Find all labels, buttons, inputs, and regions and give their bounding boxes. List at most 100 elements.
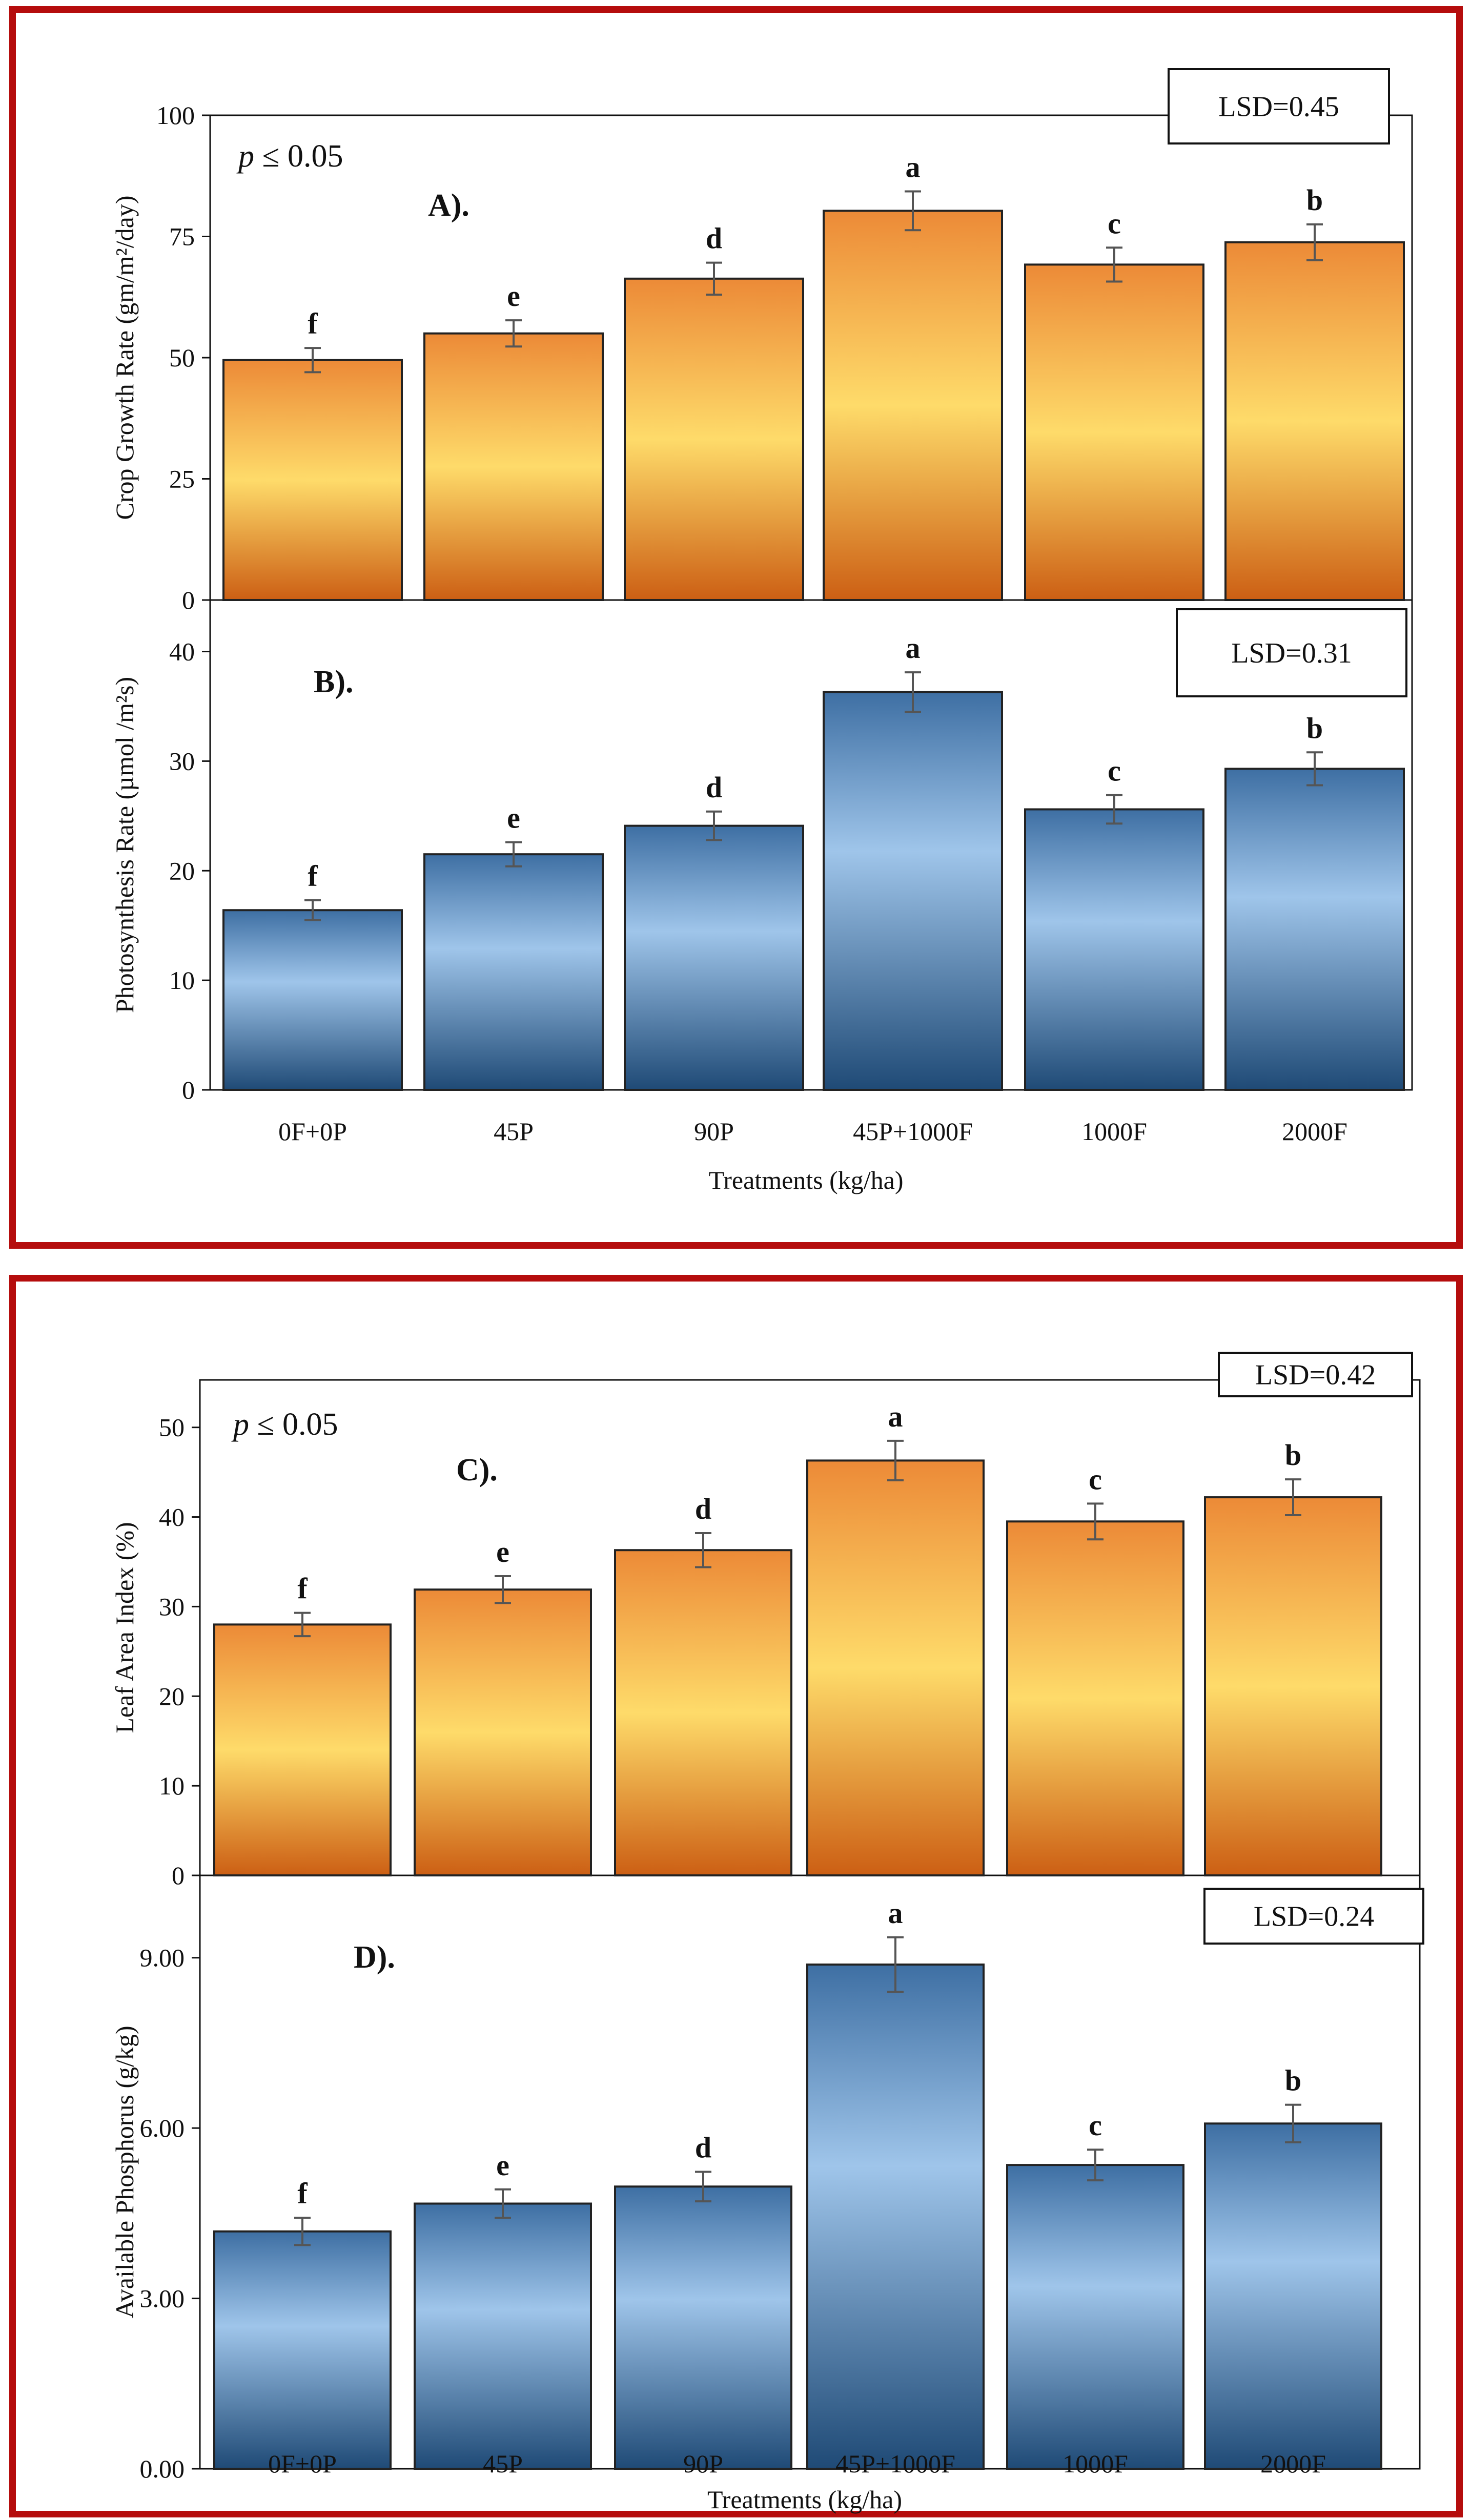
bar-panel3-0f0p (213, 1623, 392, 1876)
panel-label: A). (428, 188, 469, 223)
significance-letter: a (906, 151, 921, 184)
y-tick-label: 6.00 (140, 2114, 185, 2142)
lsd-label: LSD=0.24 (1254, 1901, 1374, 1933)
significance-letter: b (1306, 711, 1323, 745)
x-category-label: 2000F (1282, 1117, 1347, 1146)
x-category-label: 90P (683, 2449, 723, 2478)
significance-letter: b (1285, 2064, 1301, 2097)
significance-letter: e (496, 2149, 509, 2182)
y-tick-label: 75 (169, 222, 195, 251)
bar-panel2-0f0p (222, 909, 403, 1091)
x-category-label: 0F+0P (268, 2449, 337, 2478)
bar-panel3-2000f (1204, 1496, 1382, 1876)
p-value-symbol: p (231, 1407, 249, 1442)
p-value-label: p ≤ 0.05 (231, 1407, 338, 1442)
y-tick-label: 9.00 (140, 1944, 185, 1972)
bar-panel1-90p (624, 277, 804, 601)
lsd-label: LSD=0.42 (1255, 1359, 1376, 1391)
significance-letter: c (1089, 2109, 1102, 2142)
y-tick-label: 25 (169, 465, 195, 493)
y-tick-label: 0 (172, 1861, 185, 1890)
significance-letter: f (297, 1572, 308, 1605)
significance-letter: c (1089, 1462, 1102, 1496)
x-category-label: 1000F (1081, 1117, 1147, 1146)
y-tick-label: 3.00 (140, 2284, 185, 2313)
significance-letter: a (888, 1400, 903, 1433)
bar-panel4-45p1000f (806, 1963, 985, 2470)
y-axis-title: Leaf Area Index (%) (110, 1522, 139, 1733)
significance-letter: b (1285, 1438, 1301, 1472)
y-tick-label: 20 (169, 856, 195, 885)
bar-panel1-0f0p (222, 359, 403, 601)
y-tick-label: 30 (159, 1592, 185, 1621)
x-axis-title: Treatments (kg/ha) (708, 1166, 903, 1194)
y-axis-title: Available Phosphorus (g/kg) (110, 2026, 139, 2318)
y-axis-title: Crop Growth Rate (gm/m²/day) (110, 196, 139, 520)
x-category-label: 1000F (1063, 2449, 1128, 2478)
y-tick-label: 50 (169, 343, 195, 372)
y-tick-label: 0.00 (140, 2454, 185, 2483)
x-category-label: 90P (694, 1117, 734, 1146)
bar-panel2-1000f (1024, 808, 1204, 1091)
bar-panel2-90p (624, 824, 804, 1091)
bar-panel3-1000f (1006, 1520, 1184, 1876)
significance-letter: f (308, 859, 318, 893)
bar-panel1-45p (423, 332, 604, 601)
significance-letter: d (695, 1492, 711, 1525)
panel-label: C). (456, 1453, 498, 1488)
lsd-label: LSD=0.45 (1218, 91, 1339, 123)
significance-letter: f (308, 307, 318, 340)
significance-letter: e (507, 279, 520, 313)
y-tick-label: 30 (169, 747, 195, 775)
bar-panel3-45p1000f (806, 1459, 985, 1876)
significance-letter: e (496, 1535, 509, 1568)
significance-letter: b (1306, 183, 1323, 217)
y-tick-label: 40 (159, 1503, 185, 1532)
bar-panel4-90p (614, 2185, 792, 2470)
significance-letter: d (706, 771, 722, 804)
x-category-label: 45P (494, 1117, 534, 1146)
bar-panel1-2000f (1224, 241, 1405, 601)
y-tick-label: 20 (159, 1682, 185, 1710)
bar-panel4-2000f (1204, 2122, 1382, 2470)
y-tick-label: 40 (169, 637, 195, 666)
y-tick-label: 0 (182, 1076, 195, 1104)
bar-panel2-45p (423, 853, 604, 1091)
significance-letter: e (507, 801, 520, 835)
bar-panel2-2000f (1224, 768, 1405, 1091)
y-tick-label: 10 (159, 1771, 185, 1800)
panel-label: D). (354, 1940, 395, 1975)
y-tick-label: 100 (156, 101, 195, 130)
y-axis-title: Photosynthesis Rate (µmol /m²s) (110, 677, 139, 1013)
y-tick-label: 0 (182, 586, 195, 614)
significance-letter: c (1108, 206, 1121, 240)
significance-letter: f (297, 2177, 308, 2210)
significance-letter: c (1108, 754, 1121, 788)
plot-area-2 (209, 599, 1413, 1091)
significance-letter: d (695, 2131, 711, 2164)
x-category-label: 2000F (1260, 2449, 1326, 2478)
x-category-label: 45P+1000F (835, 2449, 955, 2478)
lsd-label: LSD=0.31 (1231, 637, 1352, 669)
x-category-label: 45P (483, 2449, 523, 2478)
bar-panel4-0f0p (213, 2230, 392, 2470)
bar-panel3-90p (614, 1549, 792, 1877)
significance-letter: a (888, 1896, 903, 1930)
bar-panel3-45p (414, 1588, 592, 1876)
bar-panel1-45p1000f (823, 210, 1003, 601)
bar-panel2-45p1000f (823, 691, 1003, 1091)
p-value-symbol: p (236, 139, 254, 174)
p-value-threshold: ≤ 0.05 (249, 1407, 338, 1442)
lsd-box (1168, 68, 1390, 144)
x-category-label: 45P+1000F (853, 1117, 973, 1146)
y-tick-label: 10 (169, 966, 195, 995)
lsd-box (1203, 1888, 1424, 1945)
significance-letter: a (906, 631, 921, 665)
bar-panel4-45p (414, 2202, 592, 2470)
lsd-box (1218, 1352, 1413, 1397)
significance-letter: d (706, 222, 722, 255)
p-value-threshold: ≤ 0.05 (254, 139, 343, 174)
p-value-label: p ≤ 0.05 (236, 139, 343, 174)
y-tick-label: 50 (159, 1413, 185, 1442)
